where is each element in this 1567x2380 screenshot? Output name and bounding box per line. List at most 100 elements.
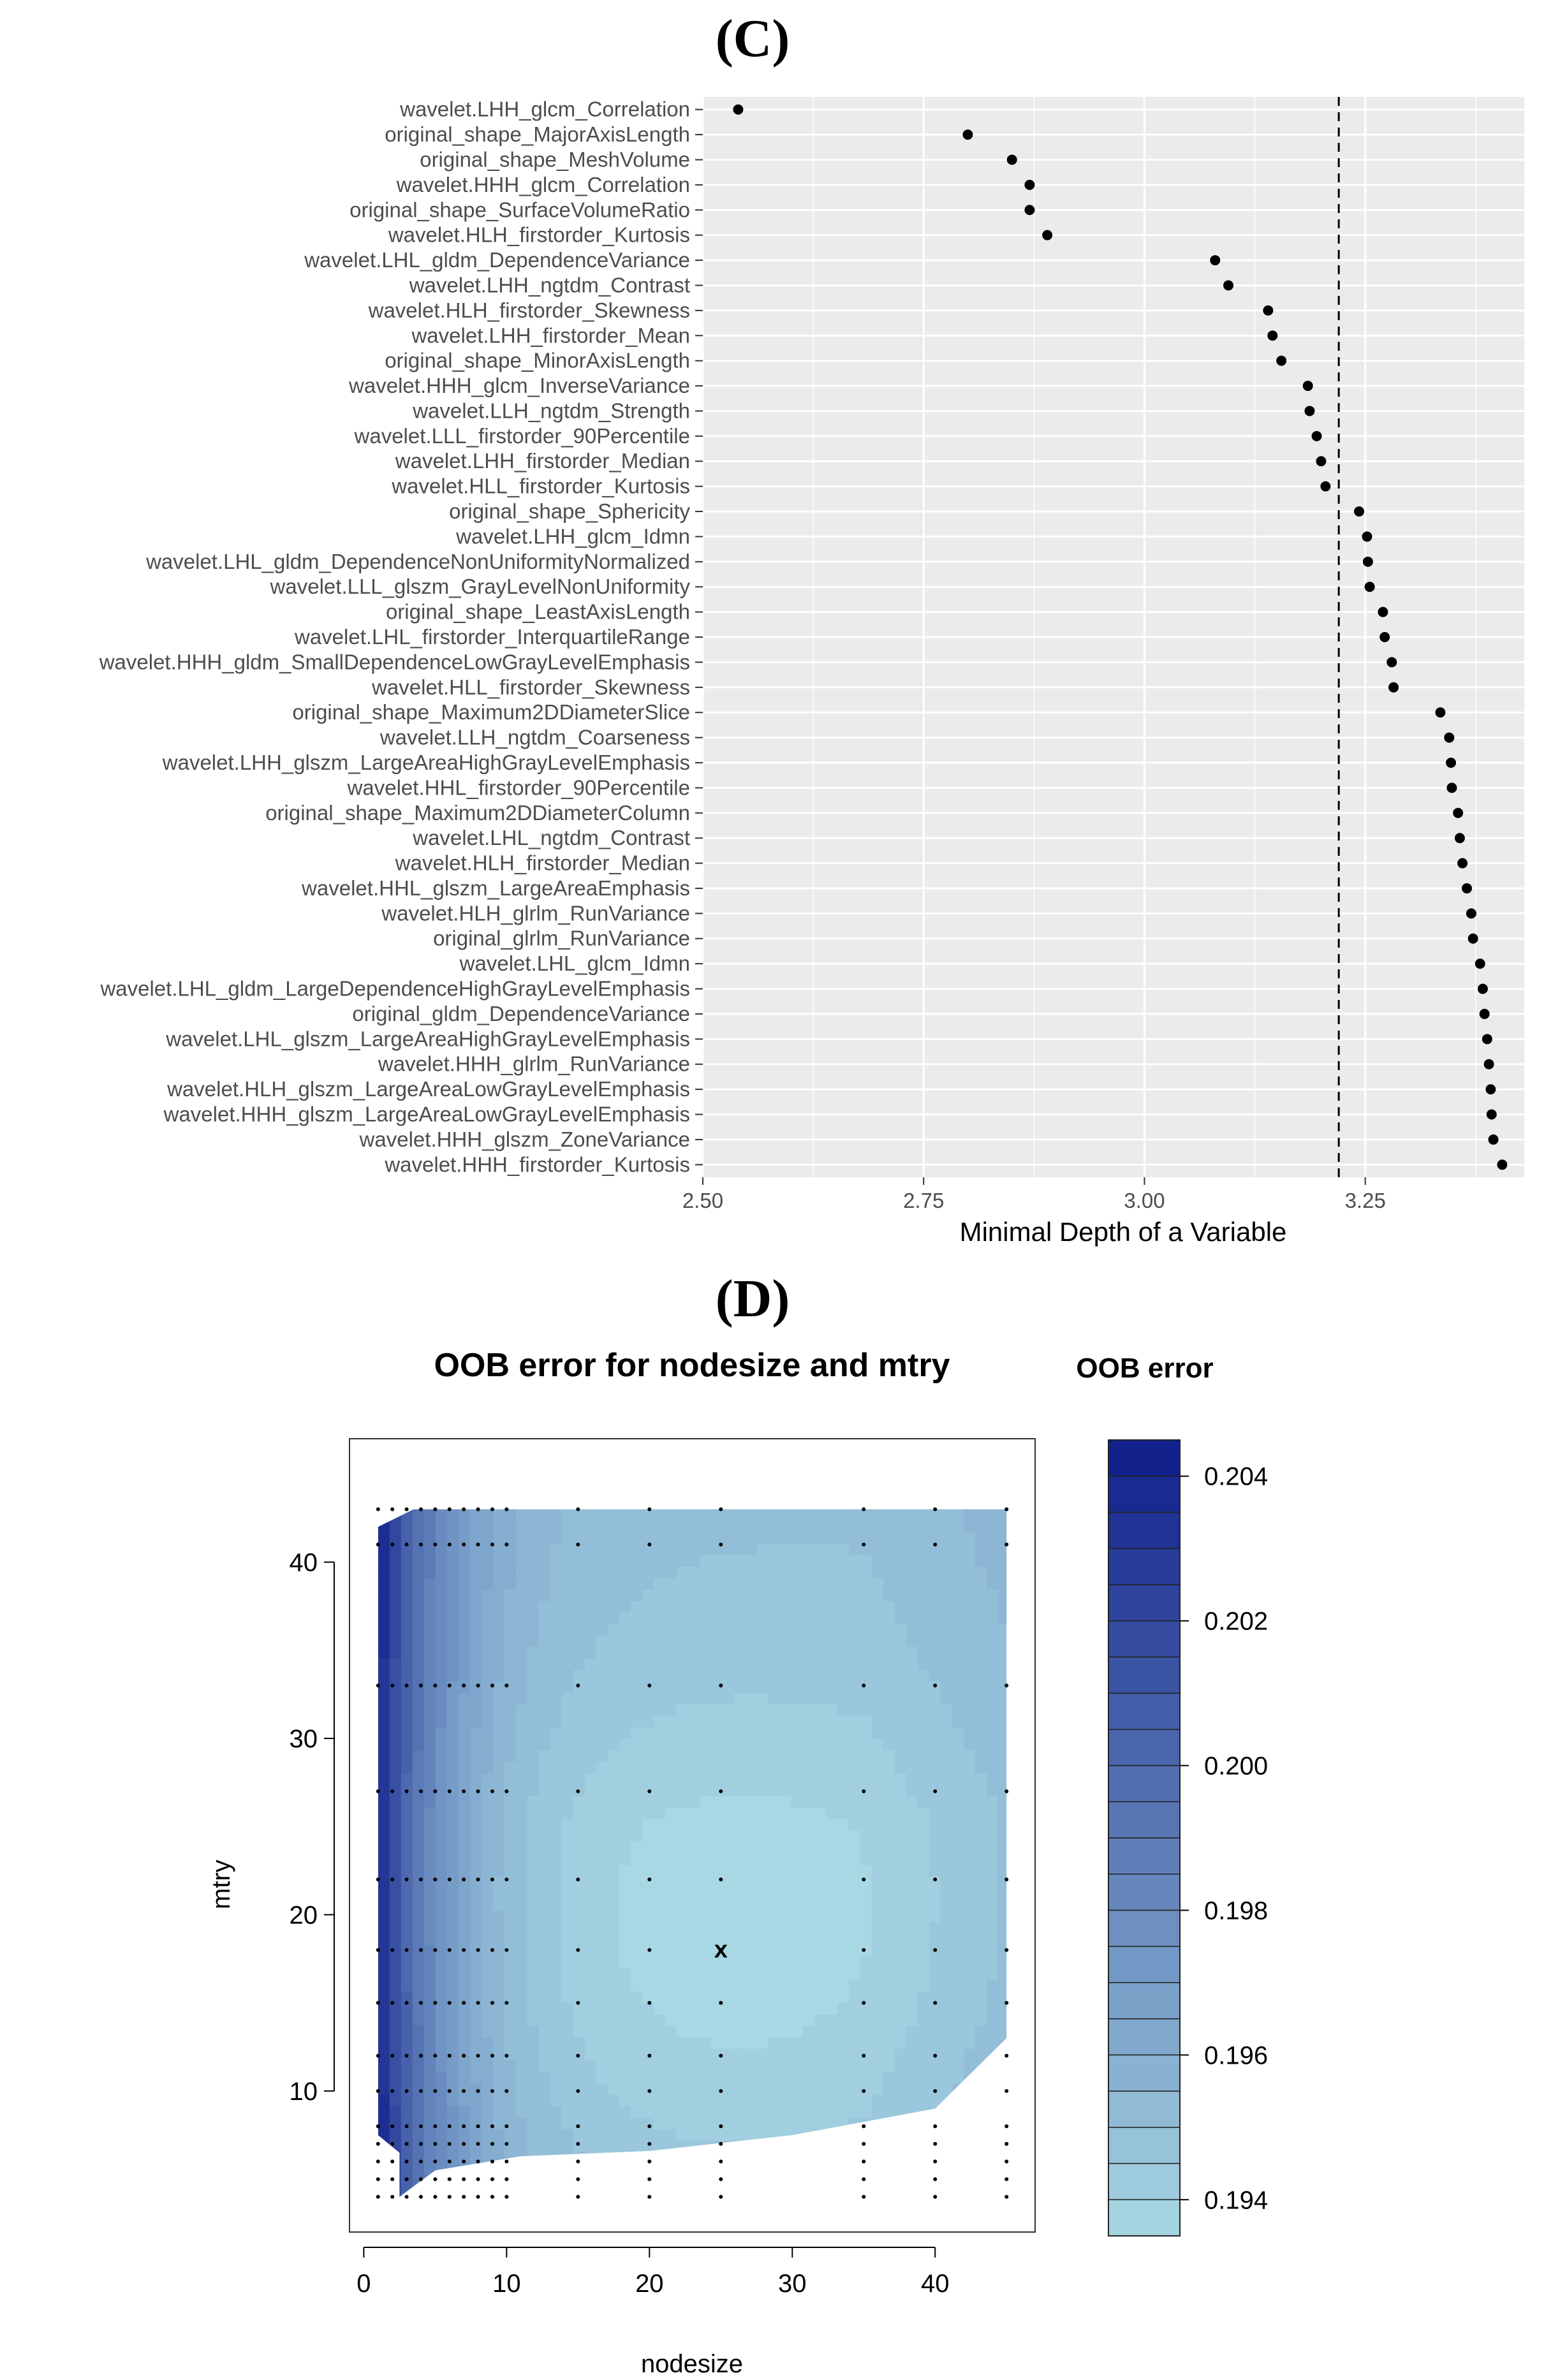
contour-cell — [492, 1853, 505, 1866]
contour-cell — [929, 1738, 941, 1751]
contour-cell — [423, 1520, 436, 1533]
contour-cell — [538, 2002, 551, 2015]
contour-cell — [642, 1589, 654, 1602]
contour-cell — [401, 1865, 413, 1877]
grid-point — [862, 2141, 866, 2146]
contour-cell — [722, 1715, 735, 1728]
grid-point — [576, 1542, 580, 1546]
contour-cell — [791, 1888, 804, 1900]
contour-cell — [573, 1612, 585, 1625]
contour-cell — [378, 1991, 390, 2004]
contour-cell — [837, 2014, 850, 2027]
contour-cell — [504, 1957, 517, 1969]
contour-cell — [779, 1658, 792, 1671]
contour-cell — [676, 1750, 689, 1763]
contour-cell — [975, 1670, 987, 1682]
contour-cell — [596, 1681, 608, 1694]
contour-cell — [412, 1807, 425, 1820]
contour-cell — [917, 2083, 930, 2096]
contour-cell — [699, 1750, 712, 1763]
contour-cell — [871, 1980, 884, 1992]
contour-cell — [435, 1624, 448, 1636]
grid-point — [647, 2001, 652, 2005]
contour-cell — [688, 1647, 700, 1659]
contour-cell — [791, 2002, 804, 2015]
contour-cell — [573, 1796, 585, 1809]
contour-cell — [527, 1761, 540, 1774]
contour-cell — [883, 1796, 895, 1809]
contour-cell — [848, 1647, 861, 1659]
contour-cell — [469, 1957, 482, 1969]
contour-cell — [986, 1911, 999, 1923]
grid-point — [418, 2124, 423, 2129]
chart-title: OOB error for nodesize and mtry — [434, 1347, 950, 1384]
grid-point — [433, 2053, 438, 2058]
contour-cell — [550, 1773, 563, 1786]
contour-cell — [653, 2002, 666, 2015]
contour-cell — [952, 1922, 964, 1935]
contour-cell — [515, 1865, 528, 1877]
contour-cell — [963, 1934, 976, 1946]
contour-cell — [688, 1807, 700, 1820]
contour-cell — [665, 1589, 677, 1602]
grid-point — [462, 1542, 466, 1546]
contour-cell — [527, 1681, 540, 1694]
contour-cell — [389, 1658, 402, 1671]
contour-cell — [378, 1819, 390, 1832]
contour-cell — [630, 2060, 643, 2073]
contour-cell — [779, 1784, 792, 1797]
contour-cell — [963, 1566, 976, 1579]
contour-cell — [596, 1888, 608, 1900]
panel-label-c: (C) — [715, 9, 790, 68]
contour-cell — [837, 2106, 850, 2119]
contour-cell — [975, 1853, 987, 1866]
contour-cell — [492, 2117, 505, 2130]
contour-cell — [733, 1888, 746, 1900]
contour-cell — [963, 1589, 976, 1602]
contour-cell — [665, 1601, 677, 1613]
contour-cell — [929, 1555, 941, 1568]
grid-point — [1004, 2001, 1009, 2005]
contour-cell — [814, 1509, 827, 1522]
contour-cell — [722, 1888, 735, 1900]
contour-cell — [940, 1853, 953, 1866]
contour-cell — [894, 1830, 907, 1843]
contour-cell — [929, 1991, 941, 2004]
contour-cell — [619, 1727, 631, 1740]
contour-cell — [607, 1704, 620, 1717]
contour-cell — [573, 1727, 585, 1740]
contour-cell — [986, 1681, 999, 1694]
contour-cell — [825, 1911, 838, 1923]
contour-cell — [768, 1681, 781, 1694]
contour-cell — [768, 1991, 781, 2004]
grid-point — [504, 2177, 509, 2182]
contour-cell — [871, 2002, 884, 2015]
grid-point — [862, 1542, 866, 1546]
contour-cell — [515, 1761, 528, 1774]
contour-cell — [802, 1738, 815, 1751]
contour-cell — [446, 1532, 459, 1545]
data-point — [1388, 682, 1399, 693]
legend-label: 0.200 — [1204, 1752, 1268, 1781]
contour-cell — [802, 1727, 815, 1740]
contour-cell — [814, 2094, 827, 2107]
contour-cell — [423, 1899, 436, 1912]
contour-cell — [446, 1796, 459, 1809]
data-point — [1457, 858, 1468, 869]
data-point — [1006, 154, 1017, 165]
contour-cell — [699, 1693, 712, 1705]
contour-cell — [975, 1773, 987, 1786]
contour-cell — [423, 1738, 436, 1751]
optimum-marker: x — [714, 1937, 728, 1964]
contour-cell — [665, 1865, 677, 1877]
grid-point — [933, 2141, 938, 2146]
contour-cell — [894, 1681, 907, 1694]
contour-cell — [756, 1957, 769, 1969]
contour-cell — [446, 1738, 459, 1751]
contour-cell — [756, 1509, 769, 1522]
contour-cell — [458, 2152, 471, 2164]
contour-cell — [596, 2129, 608, 2141]
contour-cell — [940, 1601, 953, 1613]
contour-cell — [619, 1658, 631, 1671]
grid-point — [462, 2194, 466, 2199]
